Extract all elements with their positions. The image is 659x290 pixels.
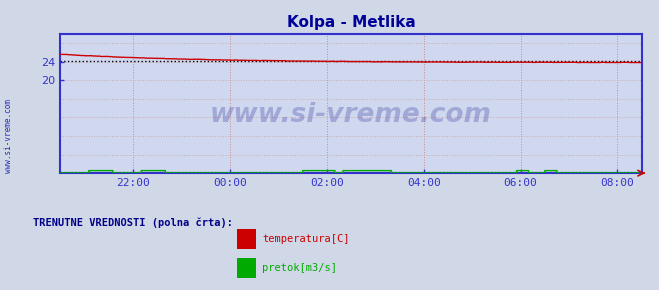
Text: www.si-vreme.com: www.si-vreme.com [4, 99, 13, 173]
Text: temperatura[C]: temperatura[C] [262, 234, 350, 244]
Text: pretok[m3/s]: pretok[m3/s] [262, 263, 337, 273]
Text: www.si-vreme.com: www.si-vreme.com [210, 102, 492, 128]
Title: Kolpa - Metlika: Kolpa - Metlika [287, 15, 415, 30]
Text: TRENUTNE VREDNOSTI (polna črta):: TRENUTNE VREDNOSTI (polna črta): [33, 218, 233, 228]
